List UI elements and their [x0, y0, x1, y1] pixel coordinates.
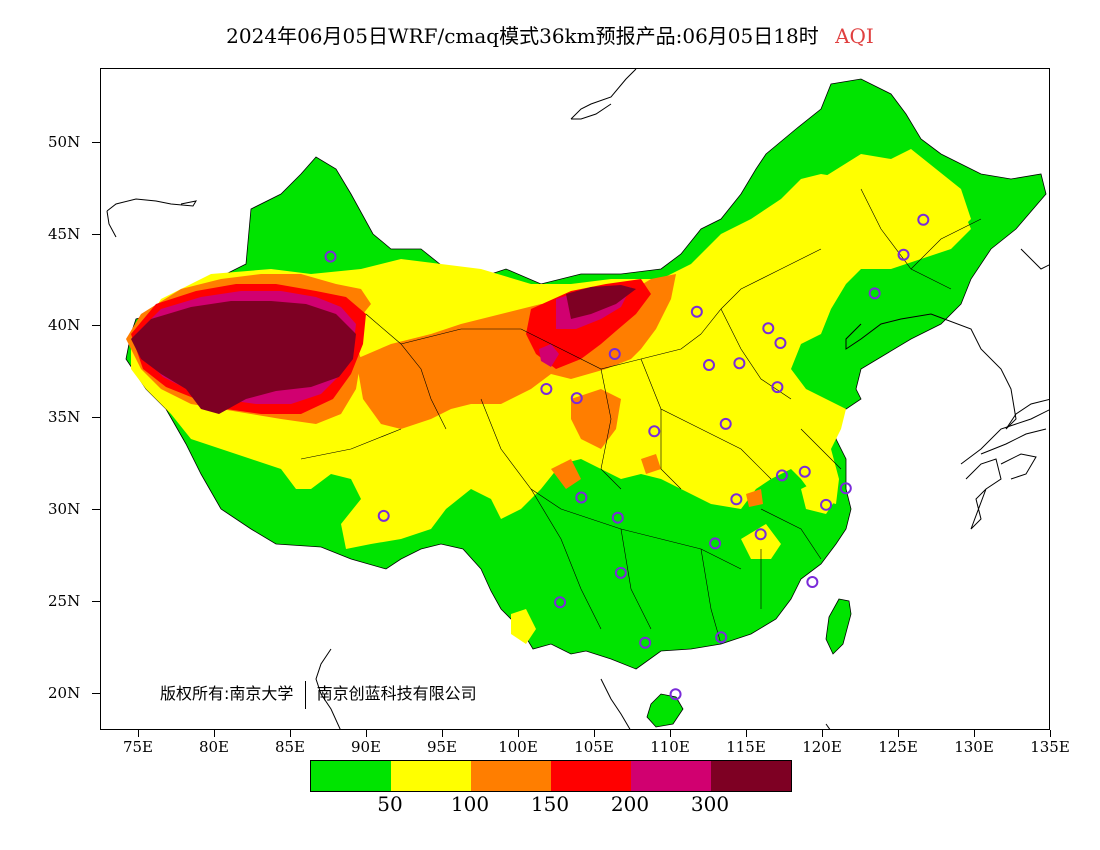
legend-label: 300 [690, 792, 730, 816]
lon-tick [518, 730, 519, 737]
copyright-left: 版权所有:南京大学 [160, 684, 294, 703]
map-title: 2024年06月05日WRF/cmaq模式36km预报产品:06月05日18时 … [0, 20, 1100, 49]
lat-tick-label: 35N [48, 408, 81, 427]
legend-swatch [711, 761, 791, 791]
station-marker [709, 537, 722, 550]
legend-label: 50 [377, 792, 403, 816]
province-borders [300, 188, 982, 645]
lon-tick [138, 730, 139, 737]
legend-swatch [551, 761, 631, 791]
station-marker [703, 359, 715, 372]
lon-tick-label: 130E [954, 738, 994, 756]
station-marker [540, 382, 553, 395]
station-marker [917, 213, 930, 226]
lon-tick [974, 730, 975, 737]
lat-tick [92, 141, 100, 143]
lon-tick-label: 85E [274, 738, 306, 756]
station-marker [774, 336, 787, 349]
lat-tick [92, 509, 100, 511]
copyright-separator [304, 680, 306, 709]
station-marker [575, 491, 588, 504]
station-marker [798, 465, 811, 478]
station-marker [762, 322, 775, 335]
station-marker [771, 381, 784, 394]
station-marker [806, 576, 819, 589]
station-marker [377, 509, 390, 522]
lon-tick-label: 75E [122, 738, 154, 756]
lat-tick-label: 40N [48, 316, 81, 335]
lon-tick-label: 100E [498, 738, 538, 756]
lat-tick [92, 233, 100, 235]
station-marker [730, 493, 743, 506]
station-marker [733, 357, 746, 370]
lon-tick [898, 730, 899, 737]
aqi-map [106, 69, 1049, 729]
city-stations [324, 213, 930, 701]
lon-tick-label: 135E [1030, 738, 1070, 756]
station-marker [897, 248, 910, 261]
lon-tick [366, 730, 367, 737]
title-variable: AQI [835, 24, 874, 48]
station-marker [570, 392, 583, 405]
lat-tick-label: 45N [48, 224, 81, 243]
lon-tick-label: 90E [350, 738, 382, 756]
lat-tick [92, 325, 100, 327]
legend-label: 150 [530, 792, 570, 816]
station-marker [839, 482, 852, 495]
legend-label: 100 [450, 792, 490, 816]
lon-tick [214, 730, 215, 737]
aqi-color-legend [310, 760, 792, 792]
lon-tick [746, 730, 747, 737]
station-marker [324, 250, 337, 263]
legend-swatch [311, 761, 391, 791]
legend-swatch [631, 761, 711, 791]
station-marker [775, 469, 788, 482]
lon-tick-label: 120E [802, 738, 842, 756]
station-marker [868, 287, 881, 300]
lat-tick [92, 601, 100, 603]
lon-tick [290, 730, 291, 737]
lat-tick-label: 25N [48, 592, 81, 611]
lon-tick-label: 125E [878, 738, 918, 756]
lat-tick-label: 50N [48, 132, 81, 151]
lat-tick [92, 693, 100, 695]
copyright-notice: 版权所有:南京大学 南京创蓝科技有限公司 [160, 680, 477, 709]
station-marker [639, 636, 652, 649]
station-marker [690, 305, 703, 318]
station-marker [669, 688, 682, 701]
map-frame [100, 68, 1050, 730]
title-main: 2024年06月05日WRF/cmaq模式36km预报产品:06月05日18时 [226, 24, 819, 48]
lon-tick [1050, 730, 1051, 737]
lon-tick [670, 730, 671, 737]
legend-label: 200 [610, 792, 650, 816]
lat-tick-label: 20N [48, 684, 81, 703]
lat-tick-label: 30N [48, 500, 81, 519]
legend-swatch [471, 761, 551, 791]
lon-tick [594, 730, 595, 737]
coastlines-and-borders [106, 69, 1049, 729]
station-marker [820, 498, 833, 511]
lon-tick-label: 110E [650, 738, 690, 756]
lon-tick-label: 115E [726, 738, 766, 756]
aqi-maroon-areas [131, 285, 636, 414]
lat-tick [92, 417, 100, 419]
station-marker [719, 417, 732, 430]
lon-tick-label: 95E [426, 738, 458, 756]
station-marker [608, 348, 621, 361]
station-marker [554, 596, 567, 609]
lon-tick [822, 730, 823, 737]
lon-tick-label: 80E [198, 738, 230, 756]
legend-swatch [391, 761, 471, 791]
copyright-right: 南京创蓝科技有限公司 [316, 684, 477, 703]
station-marker [611, 511, 624, 524]
station-marker [648, 425, 661, 438]
station-marker [754, 528, 767, 541]
lon-tick [442, 730, 443, 737]
station-marker [715, 631, 728, 644]
station-marker [614, 566, 627, 579]
lon-tick-label: 105E [574, 738, 614, 756]
